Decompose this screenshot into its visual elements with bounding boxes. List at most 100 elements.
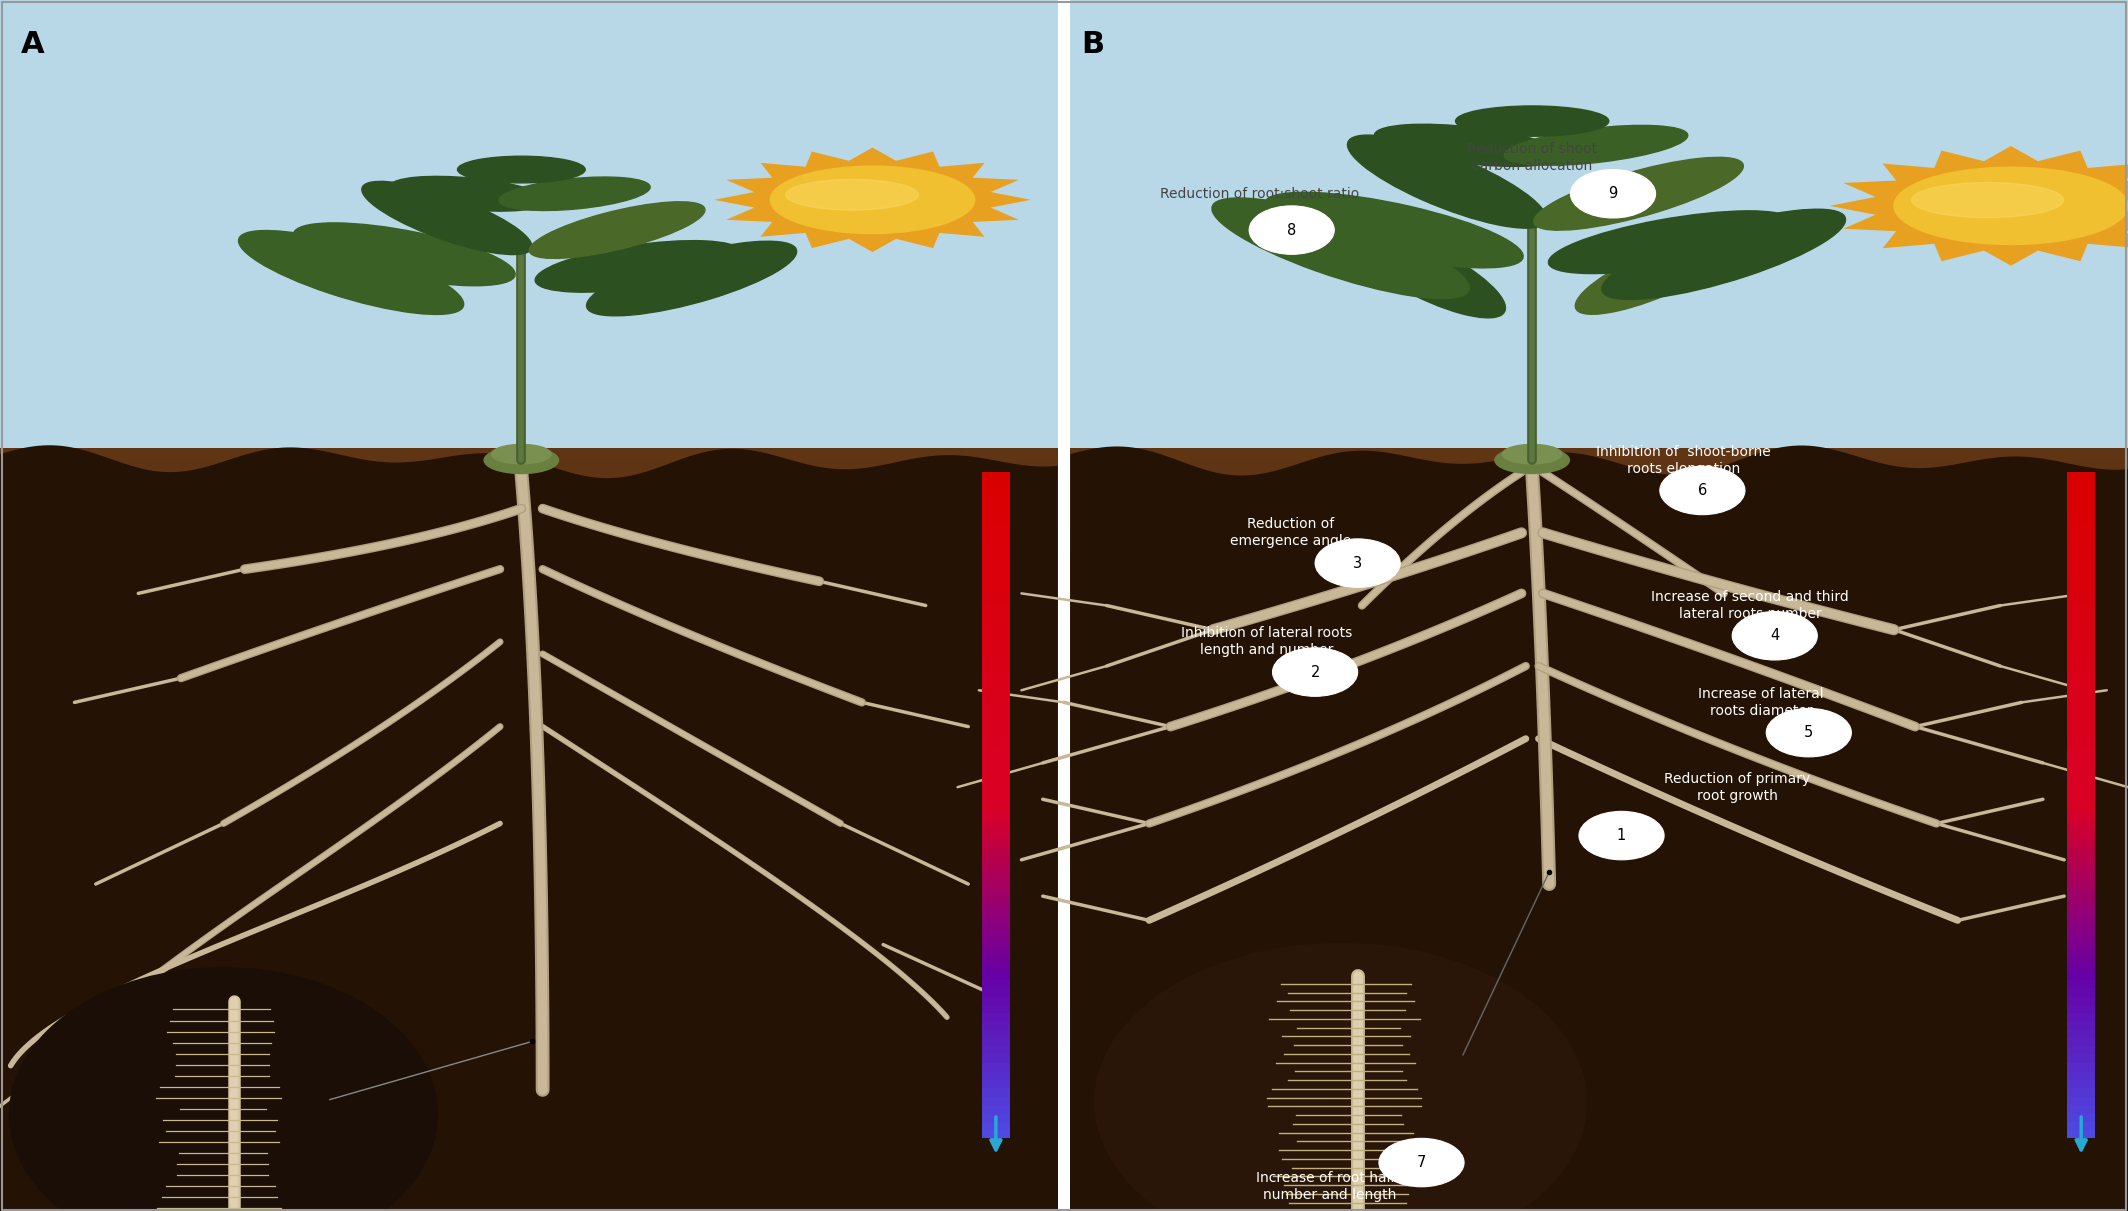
Ellipse shape — [1456, 105, 1609, 137]
Ellipse shape — [587, 241, 796, 316]
Ellipse shape — [530, 202, 704, 258]
Polygon shape — [981, 1038, 1011, 1046]
Polygon shape — [1070, 587, 2128, 601]
Polygon shape — [1070, 1084, 2128, 1097]
Polygon shape — [0, 1033, 1058, 1045]
Polygon shape — [1070, 1186, 2128, 1199]
Polygon shape — [981, 880, 1011, 889]
Ellipse shape — [1575, 230, 1745, 315]
Polygon shape — [981, 964, 1011, 971]
Text: Reduction of root:shoot ratio: Reduction of root:shoot ratio — [1160, 186, 1360, 201]
Polygon shape — [981, 572, 1011, 580]
Polygon shape — [2066, 980, 2094, 988]
Polygon shape — [1070, 714, 2128, 728]
Polygon shape — [1070, 1008, 2128, 1020]
Polygon shape — [0, 995, 1058, 1008]
Polygon shape — [0, 446, 1058, 1211]
Polygon shape — [981, 739, 1011, 747]
Polygon shape — [0, 575, 1058, 589]
Polygon shape — [1070, 765, 2128, 779]
Text: Reduction of shoot
carbon allocation: Reduction of shoot carbon allocation — [1466, 142, 1598, 173]
Polygon shape — [981, 689, 1011, 698]
Polygon shape — [2066, 947, 2094, 955]
Polygon shape — [2066, 971, 2094, 980]
Polygon shape — [2066, 863, 2094, 872]
Polygon shape — [2066, 955, 2094, 964]
Polygon shape — [2066, 747, 2094, 756]
Polygon shape — [1070, 855, 2128, 867]
Ellipse shape — [1534, 157, 1743, 230]
Polygon shape — [0, 867, 1058, 880]
Polygon shape — [981, 980, 1011, 988]
Polygon shape — [2066, 631, 2094, 639]
Polygon shape — [981, 1097, 1011, 1104]
Text: 7: 7 — [1417, 1155, 1426, 1170]
Polygon shape — [981, 1014, 1011, 1022]
Polygon shape — [2066, 556, 2094, 564]
Polygon shape — [1070, 1172, 2128, 1186]
Polygon shape — [1070, 1033, 2128, 1045]
Polygon shape — [981, 797, 1011, 805]
Polygon shape — [2066, 722, 2094, 730]
Polygon shape — [0, 499, 1058, 512]
Polygon shape — [1070, 741, 2128, 753]
Polygon shape — [981, 730, 1011, 739]
Ellipse shape — [1347, 136, 1547, 228]
Polygon shape — [2066, 647, 2094, 655]
Polygon shape — [0, 601, 1058, 613]
Polygon shape — [0, 918, 1058, 931]
Polygon shape — [1070, 499, 2128, 512]
Polygon shape — [981, 506, 1011, 513]
Polygon shape — [2066, 889, 2094, 897]
Polygon shape — [0, 855, 1058, 867]
Ellipse shape — [498, 177, 651, 211]
Polygon shape — [981, 1072, 1011, 1080]
Polygon shape — [1070, 1020, 2128, 1033]
Polygon shape — [2066, 606, 2094, 614]
Polygon shape — [0, 817, 1058, 830]
Polygon shape — [2066, 846, 2094, 855]
Polygon shape — [0, 741, 1058, 753]
Polygon shape — [0, 779, 1058, 792]
Polygon shape — [1070, 690, 2128, 702]
Text: 8: 8 — [1287, 223, 1296, 237]
Polygon shape — [981, 780, 1011, 788]
Polygon shape — [2066, 930, 2094, 939]
Polygon shape — [2066, 681, 2094, 689]
Polygon shape — [1070, 652, 2128, 664]
Polygon shape — [2066, 689, 2094, 698]
Polygon shape — [2066, 522, 2094, 530]
Polygon shape — [2066, 1022, 2094, 1031]
Polygon shape — [1070, 969, 2128, 982]
Polygon shape — [2066, 589, 2094, 597]
Ellipse shape — [11, 969, 436, 1211]
Polygon shape — [1070, 753, 2128, 765]
Polygon shape — [0, 714, 1058, 728]
Circle shape — [1732, 612, 1817, 660]
Ellipse shape — [534, 241, 743, 292]
Text: 4: 4 — [1770, 629, 1779, 643]
Polygon shape — [2066, 1046, 2094, 1055]
Polygon shape — [1070, 995, 2128, 1008]
Polygon shape — [1830, 147, 2128, 265]
Polygon shape — [2066, 481, 2094, 489]
Polygon shape — [1070, 867, 2128, 880]
Polygon shape — [0, 512, 1058, 524]
Polygon shape — [0, 1058, 1058, 1072]
Polygon shape — [981, 1089, 1011, 1097]
Polygon shape — [0, 1008, 1058, 1020]
Polygon shape — [981, 814, 1011, 822]
Ellipse shape — [1375, 125, 1562, 166]
Polygon shape — [2066, 872, 2094, 880]
Polygon shape — [981, 564, 1011, 572]
Polygon shape — [2066, 913, 2094, 922]
Polygon shape — [0, 1097, 1058, 1109]
Polygon shape — [981, 889, 1011, 897]
Polygon shape — [1070, 1121, 2128, 1135]
Polygon shape — [2066, 997, 2094, 1005]
Ellipse shape — [1347, 228, 1504, 317]
Circle shape — [1379, 1138, 1464, 1187]
Polygon shape — [981, 1080, 1011, 1089]
Polygon shape — [0, 1084, 1058, 1097]
Polygon shape — [981, 1055, 1011, 1063]
